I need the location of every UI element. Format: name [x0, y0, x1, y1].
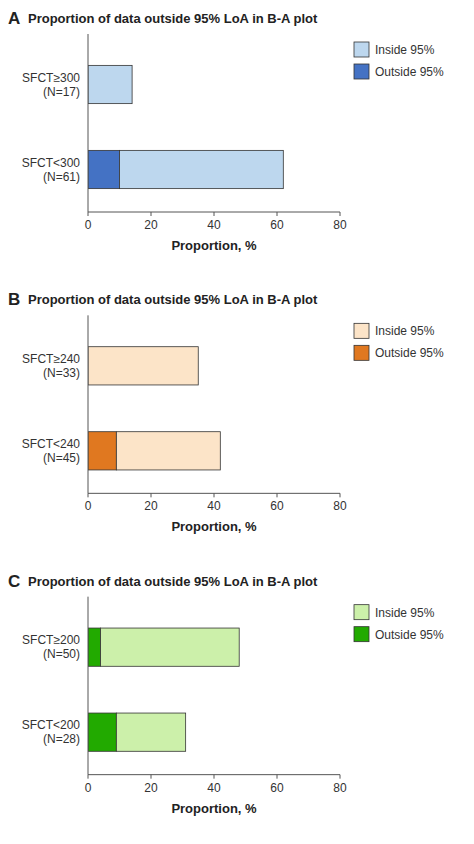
bar-segment [101, 628, 240, 666]
bar-segment [88, 347, 198, 385]
x-axis-label: Proportion, % [171, 801, 257, 816]
bars [88, 628, 239, 751]
x-tick [277, 212, 278, 216]
legend-swatch [354, 323, 369, 338]
x-tick-label: 60 [270, 499, 284, 513]
x-tick-label: 60 [270, 781, 284, 795]
x-tick [214, 212, 215, 216]
legend-swatch [354, 345, 369, 360]
y-axis-line [88, 597, 89, 775]
legend-label: Inside 95% [375, 606, 435, 620]
x-tick-label: 80 [333, 499, 347, 513]
category-label: SFCT≥300(N=17) [22, 71, 80, 99]
x-tick [340, 775, 341, 779]
x-tick [277, 775, 278, 779]
panel: A Proportion of data outside 95% LoA in B… [8, 9, 444, 253]
legend-swatch [354, 42, 369, 57]
category-label: SFCT≥240(N=33) [22, 352, 80, 380]
bar-segment [88, 65, 132, 103]
bar-segment [116, 432, 220, 470]
x-tick [151, 493, 152, 497]
panel-label: C [8, 572, 20, 591]
x-tick-label: 20 [144, 499, 158, 513]
x-tick [151, 775, 152, 779]
legend-label: Outside 95% [375, 628, 444, 642]
bar-segment [120, 150, 284, 188]
x-tick-label: 0 [85, 781, 92, 795]
title: Proportion of data outside 95% LoA in B-… [28, 292, 318, 307]
x-tick [88, 493, 89, 497]
x-tick-label: 40 [207, 499, 221, 513]
panel-label: B [8, 290, 20, 309]
bars [88, 347, 220, 470]
chart-canvas: A Proportion of data outside 95% LoA in B… [0, 0, 474, 844]
panel-label: A [8, 9, 20, 28]
bar-segment [88, 150, 120, 188]
y-axis-line [88, 34, 89, 212]
category-label: SFCT<300(N=61) [22, 156, 81, 184]
legend: Inside 95% Outside 95% [354, 605, 444, 642]
bar-segment [116, 713, 185, 751]
x-axis-label: Proportion, % [171, 519, 257, 534]
x-tick [214, 775, 215, 779]
legend-label: Inside 95% [375, 324, 435, 338]
category-label: SFCT<200(N=28) [22, 718, 81, 746]
legend: Inside 95% Outside 95% [354, 323, 444, 360]
legend-label: Outside 95% [375, 346, 444, 360]
y-axis-line [88, 315, 89, 493]
bar-segment [88, 432, 116, 470]
x-tick-label: 40 [207, 781, 221, 795]
x-tick-label: 20 [144, 218, 158, 232]
title: Proportion of data outside 95% LoA in B-… [28, 574, 318, 589]
x-axis-label: Proportion, % [171, 238, 257, 253]
x-tick [214, 493, 215, 497]
x-tick-label: 20 [144, 781, 158, 795]
title: Proportion of data outside 95% LoA in B-… [28, 11, 318, 26]
x-tick-label: 60 [270, 218, 284, 232]
x-tick [151, 212, 152, 216]
bar-segment [88, 628, 101, 666]
category-label: SFCT≥200(N=50) [22, 633, 80, 661]
legend: Inside 95% Outside 95% [354, 42, 444, 79]
x-tick-label: 80 [333, 218, 347, 232]
legend-label: Inside 95% [375, 43, 435, 57]
x-tick [340, 212, 341, 216]
bar-segment [88, 713, 116, 751]
x-tick [340, 493, 341, 497]
panel: C Proportion of data outside 95% LoA in B… [8, 572, 444, 816]
x-tick [88, 775, 89, 779]
legend-label: Outside 95% [375, 65, 444, 79]
panel: B Proportion of data outside 95% LoA in B… [8, 290, 444, 534]
legend-swatch [354, 64, 369, 79]
x-tick [88, 212, 89, 216]
x-tick [277, 493, 278, 497]
x-tick-label: 0 [85, 499, 92, 513]
x-tick-label: 0 [85, 218, 92, 232]
bars [88, 65, 283, 188]
legend-swatch [354, 605, 369, 620]
category-label: SFCT<240(N=45) [22, 437, 81, 465]
x-tick-label: 80 [333, 781, 347, 795]
legend-swatch [354, 627, 369, 642]
x-tick-label: 40 [207, 218, 221, 232]
